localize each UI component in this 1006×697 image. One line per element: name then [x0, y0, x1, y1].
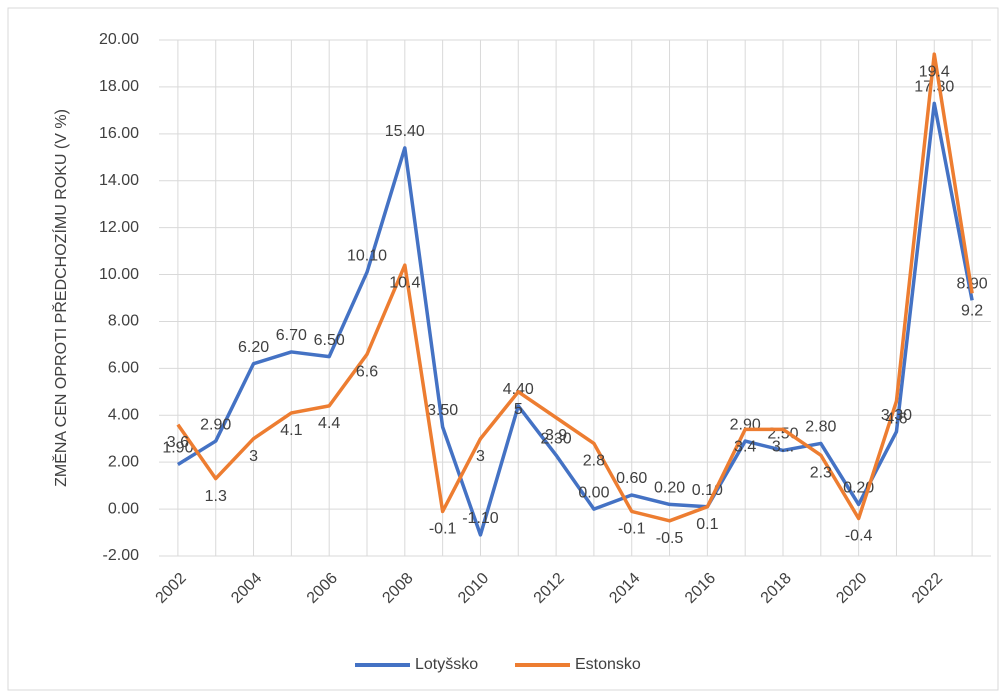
data-label: 2.8 [583, 453, 605, 470]
y-tick-label: 12.00 [99, 219, 139, 236]
data-label: 6.50 [314, 332, 345, 349]
data-label: 1.90 [162, 440, 193, 457]
data-label: -0.4 [845, 528, 873, 545]
chart-border [7, 7, 999, 691]
line [176, 101, 974, 537]
data-label: 9.2 [961, 303, 983, 320]
data-label: 0.1 [696, 516, 718, 533]
data-label: -0.1 [618, 521, 646, 538]
data-label: 4.1 [280, 422, 302, 439]
data-label: 0.20 [654, 480, 685, 497]
data-label: 2.30 [541, 430, 572, 447]
data-label: 3.6 [167, 434, 189, 451]
data-label: 1.3 [205, 488, 227, 505]
data-label: 0.00 [578, 484, 609, 501]
data-label: 3.4 [734, 439, 756, 456]
data-label: 3 [249, 448, 258, 465]
line [176, 52, 974, 523]
data-label: 10.4 [389, 274, 420, 291]
data-label: 2.80 [805, 419, 836, 436]
data-label: 6.6 [356, 364, 378, 381]
data-label: 15.40 [385, 123, 425, 140]
data-label: 4.6 [885, 410, 907, 427]
data-label: 6.20 [238, 339, 269, 356]
data-label: -0.5 [656, 530, 684, 547]
data-label: -0.1 [429, 521, 457, 538]
data-label: 2.90 [200, 416, 231, 433]
data-label: 3 [476, 448, 485, 465]
y-tick-label: 4.00 [108, 406, 139, 423]
y-tick-label: 10.00 [99, 266, 139, 283]
y-tick-label: 14.00 [99, 172, 139, 189]
data-label: 0.60 [616, 470, 647, 487]
y-tick-label: 2.00 [108, 453, 139, 470]
legend-label: Estonsko [575, 656, 641, 673]
y-tick-label: 18.00 [99, 78, 139, 95]
data-label: 19.4 [919, 63, 950, 80]
y-tick-label: 0.00 [108, 500, 139, 517]
y-tick-label: 20.00 [99, 31, 139, 48]
y-axis-label: ZMĚNA CEN OPROTI PŘEDCHOZÍMU ROKU (V %) [51, 109, 70, 487]
data-label: -1.10 [462, 510, 499, 527]
y-tick-label: 8.00 [108, 313, 139, 330]
data-label: 5 [514, 401, 523, 418]
data-label: 10.10 [347, 247, 387, 264]
y-tick-label: 6.00 [108, 360, 139, 377]
data-label: 2.3 [810, 464, 832, 481]
data-label: 6.70 [276, 327, 307, 344]
y-tick-label: -2.00 [103, 547, 140, 564]
data-label: 4.4 [318, 415, 340, 432]
data-label: 3.9 [545, 427, 567, 444]
data-label: 3... [772, 439, 794, 456]
data-label: 0.10 [692, 482, 723, 499]
legend-label: Lotyšsko [415, 656, 478, 673]
data-label: 3.50 [427, 402, 458, 419]
data-label: 17.30 [914, 79, 954, 96]
data-label: 4.40 [503, 381, 534, 398]
y-tick-label: 16.00 [99, 125, 139, 142]
